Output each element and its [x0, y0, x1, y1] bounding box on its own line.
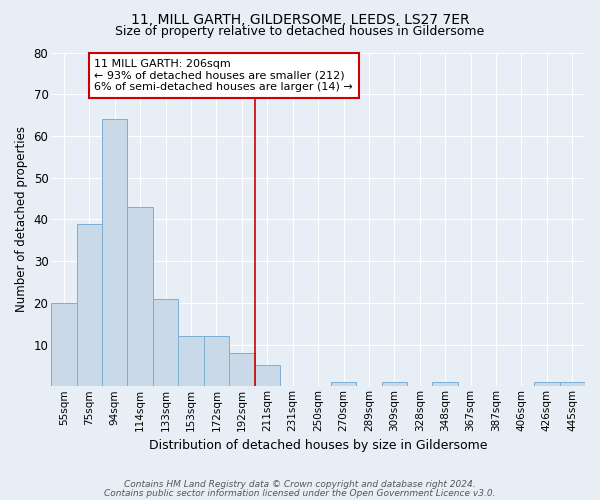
- Bar: [153, 298, 178, 386]
- Bar: [382, 382, 407, 386]
- Bar: [560, 382, 585, 386]
- Bar: [77, 224, 102, 386]
- Bar: [204, 336, 229, 386]
- Bar: [254, 366, 280, 386]
- Text: Contains public sector information licensed under the Open Government Licence v3: Contains public sector information licen…: [104, 490, 496, 498]
- Bar: [229, 353, 254, 386]
- Bar: [102, 120, 127, 386]
- Text: Contains HM Land Registry data © Crown copyright and database right 2024.: Contains HM Land Registry data © Crown c…: [124, 480, 476, 489]
- X-axis label: Distribution of detached houses by size in Gildersome: Distribution of detached houses by size …: [149, 440, 487, 452]
- Text: 11 MILL GARTH: 206sqm
← 93% of detached houses are smaller (212)
6% of semi-deta: 11 MILL GARTH: 206sqm ← 93% of detached …: [94, 59, 353, 92]
- Bar: [433, 382, 458, 386]
- Y-axis label: Number of detached properties: Number of detached properties: [15, 126, 28, 312]
- Bar: [127, 207, 153, 386]
- Bar: [331, 382, 356, 386]
- Bar: [51, 303, 77, 386]
- Text: Size of property relative to detached houses in Gildersome: Size of property relative to detached ho…: [115, 25, 485, 38]
- Bar: [178, 336, 204, 386]
- Bar: [534, 382, 560, 386]
- Text: 11, MILL GARTH, GILDERSOME, LEEDS, LS27 7ER: 11, MILL GARTH, GILDERSOME, LEEDS, LS27 …: [131, 12, 469, 26]
